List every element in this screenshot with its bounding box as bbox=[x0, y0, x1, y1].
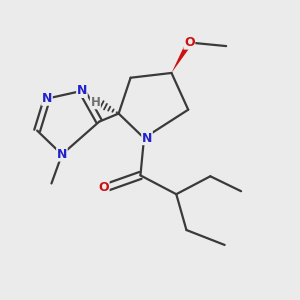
Text: N: N bbox=[42, 92, 52, 105]
Text: H: H bbox=[90, 96, 100, 109]
Text: N: N bbox=[142, 132, 152, 145]
Polygon shape bbox=[172, 41, 192, 73]
Text: O: O bbox=[98, 181, 109, 194]
Text: O: O bbox=[184, 36, 195, 49]
Text: N: N bbox=[77, 84, 87, 98]
Text: N: N bbox=[57, 148, 67, 161]
